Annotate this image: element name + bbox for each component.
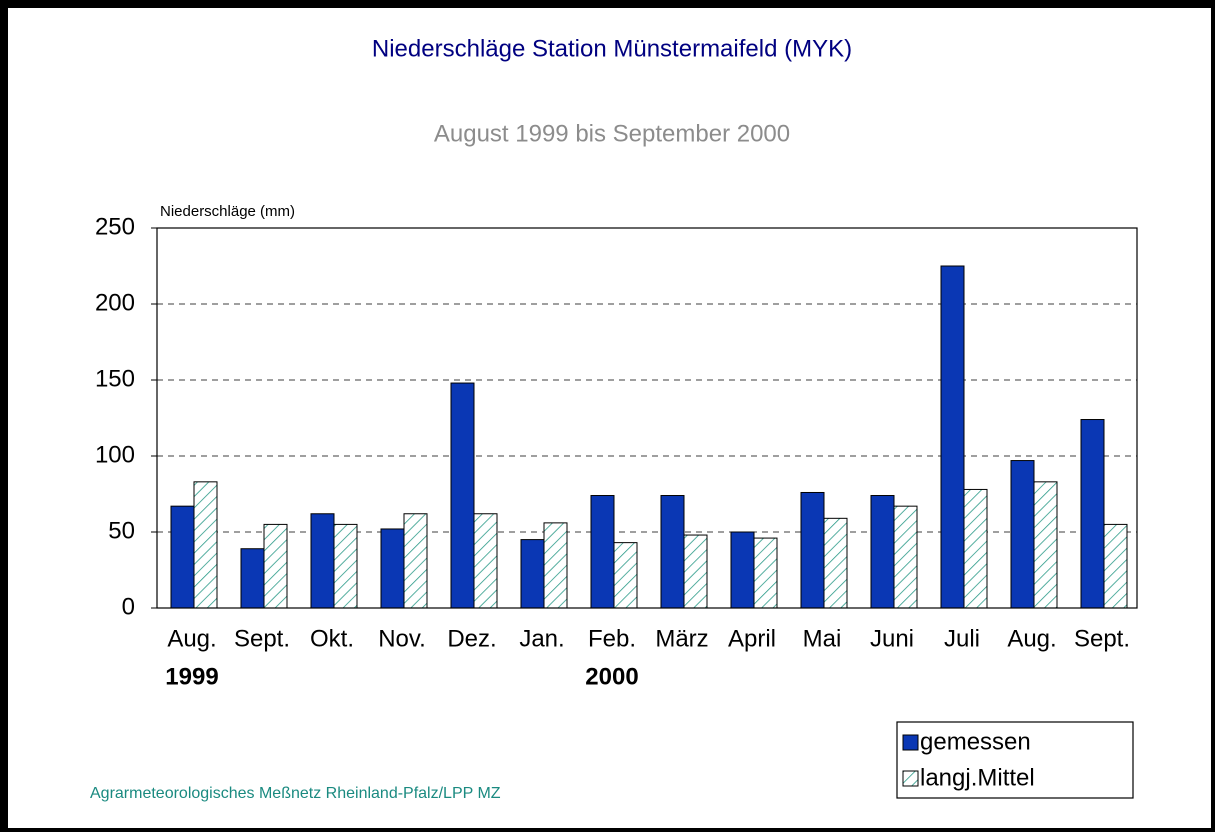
x-tick-label: Sept. <box>1074 625 1130 652</box>
y-tick-label: 0 <box>122 593 135 620</box>
x-tick-label: Feb. <box>588 625 636 652</box>
bar <box>823 517 848 609</box>
y-tick-label: 200 <box>95 289 135 316</box>
x-tick-label: Okt. <box>310 625 354 652</box>
bar <box>1010 460 1035 609</box>
legend-box <box>896 721 1134 799</box>
x-tick-label: Nov. <box>378 625 426 652</box>
x-tick-label: Aug. <box>167 625 216 652</box>
bar <box>1033 481 1058 609</box>
bar <box>613 542 638 609</box>
source-note: Agrarmeteorologisches Meßnetz Rheinland-… <box>90 785 501 802</box>
year-label: 2000 <box>585 663 638 690</box>
legend-label: gemessen <box>920 728 1031 755</box>
bar <box>240 548 265 609</box>
bar <box>520 539 545 609</box>
bar <box>403 513 428 609</box>
y-axis-label: Niederschläge (mm) <box>160 203 295 220</box>
bar <box>870 495 895 609</box>
x-tick-label: Sept. <box>234 625 290 652</box>
plot-area <box>157 228 1137 608</box>
bar <box>730 531 755 609</box>
bar <box>893 505 918 609</box>
bar <box>193 481 218 609</box>
legend-swatch <box>902 770 919 787</box>
bar <box>170 505 195 609</box>
bar <box>753 537 778 609</box>
bar <box>543 522 568 609</box>
bar <box>1103 523 1128 609</box>
chart-subtitle: August 1999 bis September 2000 <box>434 120 790 147</box>
bar <box>800 491 825 609</box>
chart-title: Niederschläge Station Münstermaifeld (MY… <box>372 35 852 62</box>
bar <box>473 513 498 609</box>
bar <box>380 528 405 609</box>
bar <box>310 513 335 609</box>
bar <box>590 495 615 609</box>
x-tick-label: Dez. <box>447 625 496 652</box>
legend-label: langj.Mittel <box>920 764 1035 791</box>
bar <box>963 488 988 609</box>
y-tick-label: 100 <box>95 441 135 468</box>
y-tick-label: 50 <box>108 517 135 544</box>
y-tick-label: 150 <box>95 365 135 392</box>
x-tick-label: April <box>728 625 776 652</box>
bar <box>263 523 288 609</box>
bar <box>1080 419 1105 609</box>
year-label: 1999 <box>165 663 218 690</box>
bar <box>940 265 965 609</box>
bar <box>450 382 475 609</box>
plot-frame <box>156 227 1138 609</box>
x-tick-label: Juni <box>870 625 914 652</box>
x-tick-label: Juli <box>944 625 980 652</box>
bar <box>333 523 358 609</box>
legend-swatch <box>902 734 919 751</box>
x-tick-label: Jan. <box>519 625 564 652</box>
x-tick-label: Mai <box>803 625 842 652</box>
x-tick-label: März <box>655 625 708 652</box>
bar <box>683 534 708 609</box>
x-tick-label: Aug. <box>1007 625 1056 652</box>
y-tick-label: 250 <box>95 213 135 240</box>
bar <box>660 495 685 609</box>
